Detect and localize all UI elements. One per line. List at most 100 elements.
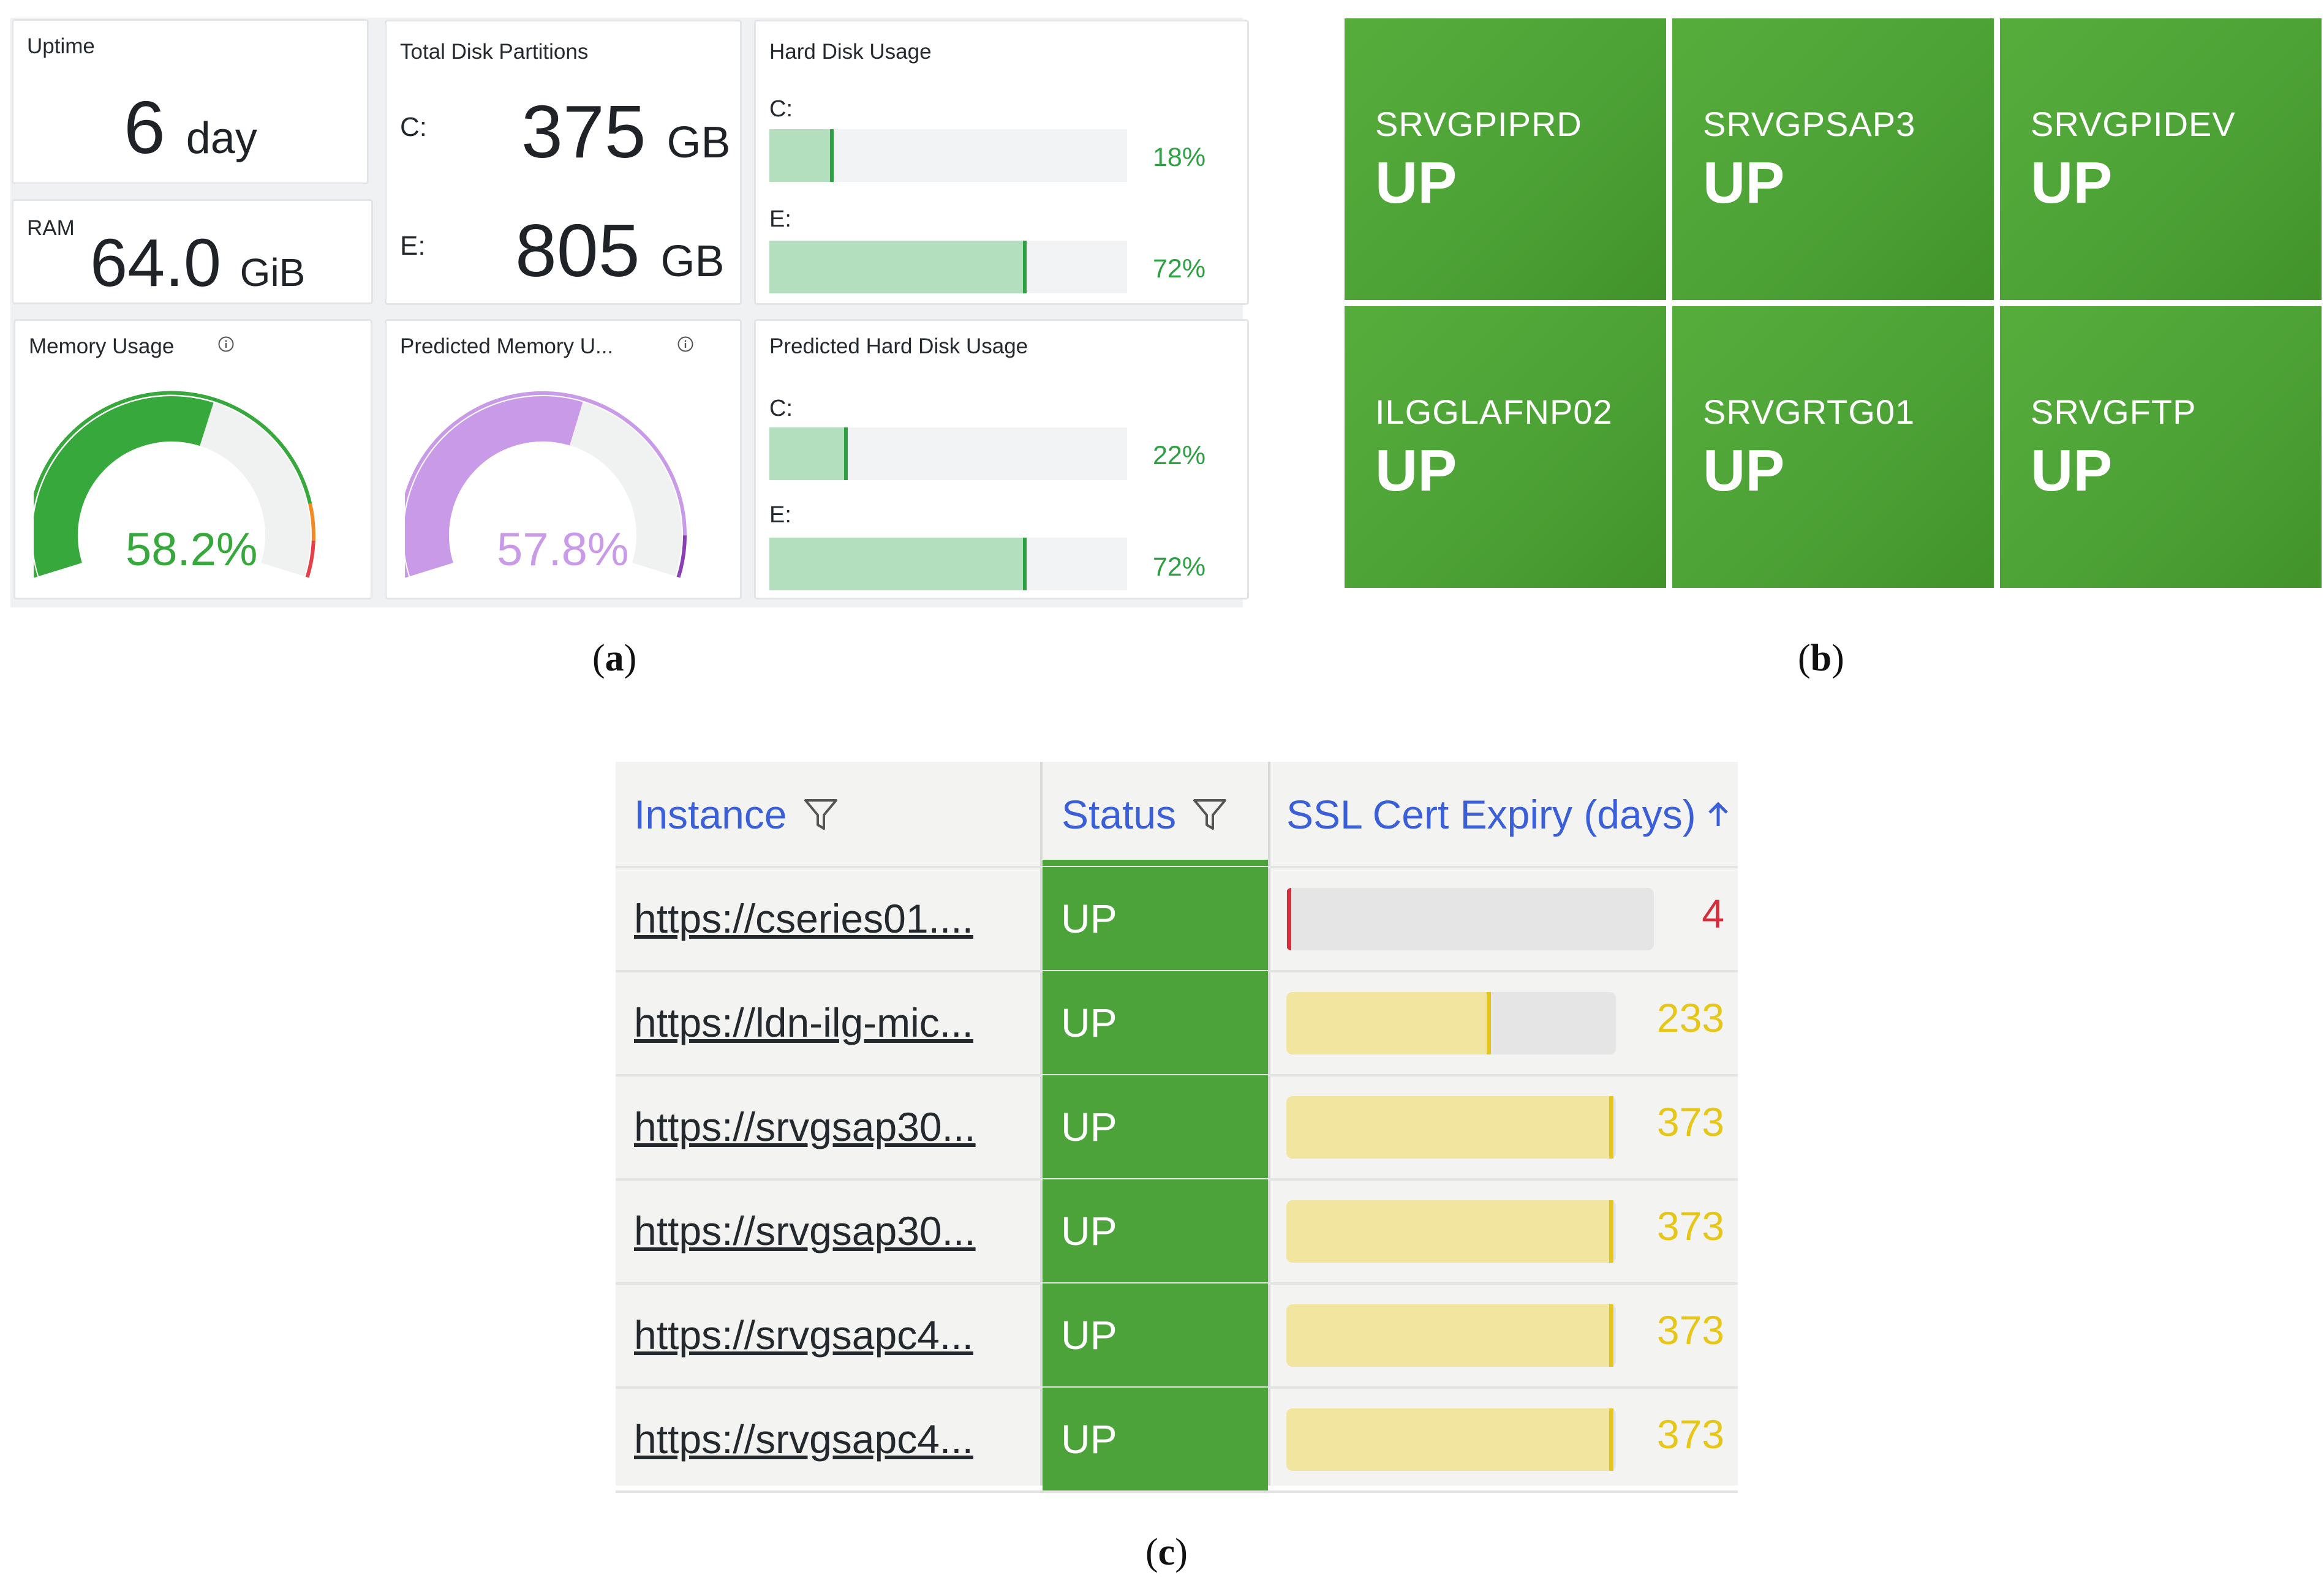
instance-link[interactable]: https://srvgsapc4... [634,1312,973,1358]
info-icon[interactable] [217,336,235,353]
caption-b: (b) [1798,637,1844,679]
table-row[interactable]: https://srvgsapc4... UP 373 [616,1283,1738,1389]
status-text: UP [1061,1312,1117,1358]
instance-link[interactable]: https://ldn-ilg-mic... [634,1000,973,1045]
partition-c-label: C: [400,112,427,142]
pred-disk-c-bar-fill [769,427,848,480]
uptime-unit: day [186,114,257,163]
partition-e-size: 805 GB [515,208,725,293]
server-status: UP [2031,150,2113,216]
server-tile[interactable]: SRVGPIDEV UP [2000,18,2322,300]
partition-c-number: 375 [521,90,646,173]
arrow-up-icon[interactable] [1705,795,1732,833]
filter-icon[interactable] [1191,795,1229,833]
column-divider [1040,762,1043,1486]
uptime-title: Uptime [27,34,95,58]
partition-c-unit: GB [666,118,731,167]
instance-header[interactable]: Instance [634,762,840,867]
predicted-disk-title: Predicted Hard Disk Usage [769,334,1028,358]
memory-usage-value: 58.2% [126,524,258,576]
ssl-bar-fill [1286,992,1491,1054]
disk-c-bar-fill [769,129,834,182]
server-tile[interactable]: SRVGFTP UP [2000,306,2322,588]
ram-panel: RAM 64.0 GiB [12,199,373,304]
instance-header-label: Instance [634,792,787,837]
pred-disk-e-bar [769,538,1127,590]
row-divider [616,1490,1738,1493]
info-icon[interactable] [677,336,694,353]
ssl-table: Instance Status SSL Cert Expiry (days) h… [616,762,1738,1493]
ssl-bar [1286,1408,1616,1471]
uptime-value: 6 day [124,85,257,170]
ssl-days-value: 373 [1656,1307,1724,1353]
ssl-bar-fill [1286,1200,1613,1263]
ssl-bar-fill [1286,1408,1613,1471]
server-tile[interactable]: SRVGPIPRD UP [1345,18,1666,300]
disk-e-label: E: [769,206,791,232]
predicted-gauge-threshold-light [405,391,687,578]
ssl-days-value: 373 [1656,1099,1724,1144]
status-text: UP [1061,1416,1117,1462]
caption-a: (a) [592,637,637,679]
server-name: ILGGLAFNP02 [1375,393,1613,431]
memory-usage-title: Memory Usage [29,334,175,358]
disk-e-bar [769,241,1127,293]
server-status-grid: SRVGPIPRD UP SRVGPSAP3 UP SRVGPIDEV UP I… [1345,16,2324,595]
ssl-header-label: SSL Cert Expiry (days) [1286,792,1696,837]
total-disk-panel: Total Disk Partitions C: 375 GB E: 805 G… [385,20,742,305]
instance-link[interactable]: https://cseries01.... [634,896,973,941]
memory-gauge [34,391,315,578]
disk-e-percent: 72% [1153,254,1206,284]
caption-a-letter: a [605,637,624,679]
table-row[interactable]: https://srvgsapc4... UP 373 [616,1388,1738,1493]
ssl-bar-fill [1286,1304,1613,1367]
server-name: SRVGFTP [2031,393,2197,431]
status-cell: UP [1043,1388,1268,1490]
status-cell: UP [1043,1179,1268,1282]
server-name: SRVGPIDEV [2031,105,2236,143]
status-cell: UP [1043,1075,1268,1178]
caption-b-letter: b [1810,637,1832,679]
ssl-bar-fill [1286,888,1291,950]
disk-c-label: C: [769,96,793,122]
server-tile[interactable]: ILGGLAFNP02 UP [1345,306,1666,588]
ssl-days-value: 373 [1656,1411,1724,1457]
filter-icon[interactable] [802,795,840,833]
predicted-memory-value: 57.8% [497,524,629,576]
server-tile[interactable]: SRVGRTG01 UP [1672,306,1994,588]
caption-c: (c) [1145,1532,1188,1573]
server-name: SRVGRTG01 [1703,393,1915,431]
ssl-header[interactable]: SSL Cert Expiry (days) [1286,762,1732,867]
instance-link[interactable]: https://srvgsap30... [634,1208,976,1253]
table-row[interactable]: https://ldn-ilg-mic... UP 233 [616,971,1738,1077]
memory-gauge-threshold-red [305,540,315,578]
status-text: UP [1061,1000,1117,1045]
table-row[interactable]: https://cseries01.... UP 4 [616,867,1738,972]
uptime-panel: Uptime 6 day [12,19,369,184]
total-disk-title: Total Disk Partitions [400,40,589,64]
server-tile[interactable]: SRVGPSAP3 UP [1672,18,1994,300]
ssl-bar [1286,1200,1616,1263]
memory-gauge-fill [34,396,214,576]
hard-disk-usage-panel: Hard Disk Usage C: 18% E: 72% [754,20,1249,305]
ssl-days-value: 4 [1702,891,1724,936]
status-header-underline [1043,860,1268,866]
table-row[interactable]: https://srvgsap30... UP 373 [616,1075,1738,1181]
predicted-memory-gauge [405,391,687,578]
status-header[interactable]: Status [1062,762,1229,867]
status-text: UP [1061,1104,1117,1149]
server-status: UP [1703,438,1785,503]
server-name: SRVGPSAP3 [1703,105,1916,143]
pred-disk-c-label: C: [769,396,793,421]
partition-e-label: E: [400,231,426,261]
table-row[interactable]: https://srvgsap30... UP 373 [616,1179,1738,1285]
instance-link[interactable]: https://srvgsap30... [634,1104,976,1149]
status-cell: UP [1043,1283,1268,1386]
ssl-bar [1286,1096,1616,1159]
server-status: UP [1375,150,1457,216]
instance-link[interactable]: https://srvgsapc4... [634,1416,973,1462]
disk-c-percent: 18% [1153,143,1206,172]
status-text: UP [1061,896,1117,941]
partition-e-number: 805 [515,209,640,292]
status-cell: UP [1043,867,1268,970]
